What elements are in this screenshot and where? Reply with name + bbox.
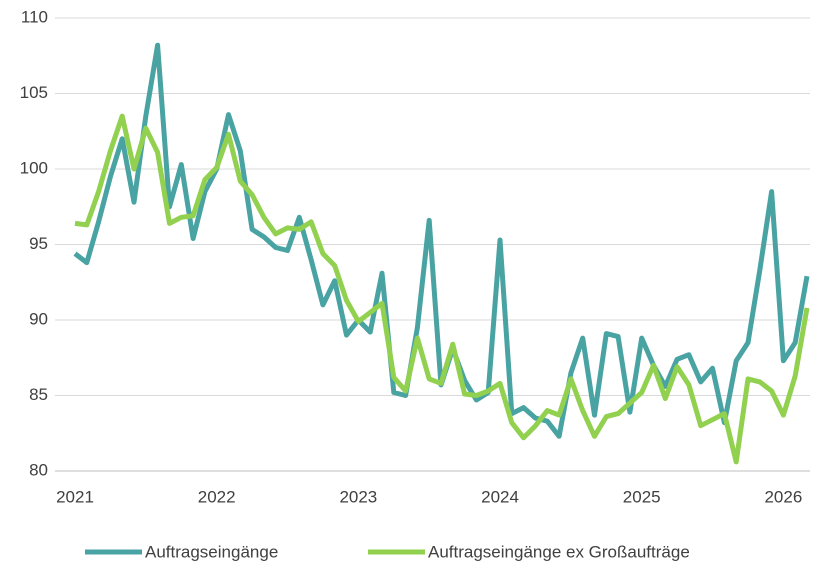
x-tick-label: 2022 <box>198 487 236 506</box>
x-tick-label: 2024 <box>481 487 519 506</box>
x-tick-label: 2021 <box>56 487 94 506</box>
y-tick-label: 110 <box>21 7 48 26</box>
y-tick-label: 95 <box>29 234 48 253</box>
legend-label: Auftragseingänge <box>145 542 278 561</box>
y-tick-label: 105 <box>20 83 48 102</box>
y-tick-label: 100 <box>20 158 48 177</box>
y-tick-label: 90 <box>29 309 48 328</box>
series-line <box>74 113 810 465</box>
x-tick-label: 2025 <box>623 487 661 506</box>
y-tick-label: 80 <box>29 460 48 479</box>
x-tick-label: 2026 <box>764 487 802 506</box>
x-tick-label: 2023 <box>339 487 377 506</box>
legend-label: Auftragseingänge ex Großaufträge <box>428 542 690 561</box>
y-tick-label: 85 <box>29 385 48 404</box>
